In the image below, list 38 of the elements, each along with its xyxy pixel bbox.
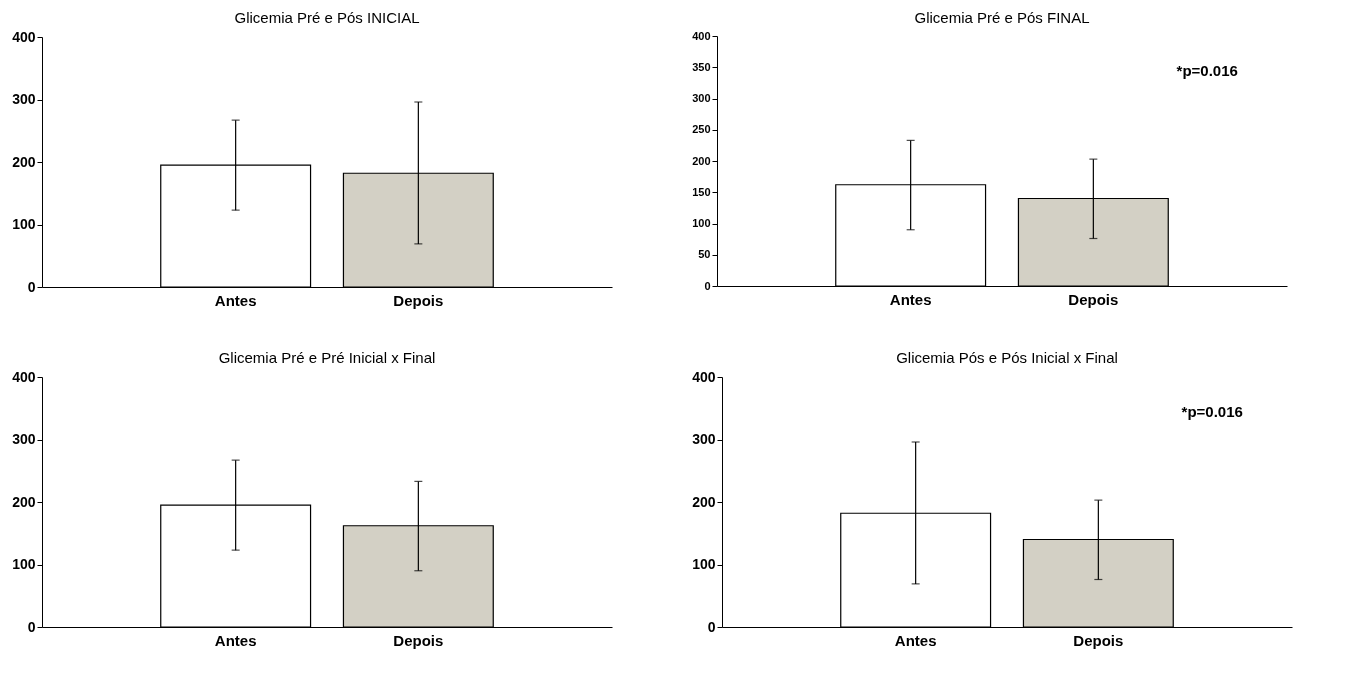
y-tick-label: 200: [692, 493, 716, 510]
y-tick-label: 400: [12, 368, 36, 385]
annotation: *p=0.016: [1181, 403, 1243, 420]
annotation: *p=0.016: [1176, 62, 1238, 79]
y-tick-label: 350: [692, 60, 711, 73]
y-tick-label: 50: [698, 248, 711, 261]
chart-title: Glicemia Pré e Pós FINAL: [914, 9, 1090, 26]
x-tick-label: Depois: [1073, 631, 1124, 649]
y-tick-label: 400: [692, 29, 711, 42]
y-tick-label: 0: [707, 618, 716, 635]
y-tick-label: 300: [692, 92, 711, 104]
x-tick-label: Antes: [214, 291, 257, 309]
y-tick-label: 200: [12, 153, 36, 170]
y-tick-label: 100: [692, 556, 716, 572]
chart-title: Glicemia Pré e Pós INICIAL: [234, 9, 420, 26]
y-tick-label: 100: [12, 556, 36, 572]
y-tick-label: 400: [12, 28, 36, 45]
x-tick-label: Antes: [214, 631, 257, 649]
y-tick-label: 200: [12, 493, 36, 510]
y-tick-label: 100: [692, 217, 711, 229]
y-tick-label: 0: [27, 278, 36, 295]
y-tick-label: 300: [12, 431, 36, 447]
y-tick-label: 200: [692, 154, 711, 167]
x-tick-label: Depois: [393, 291, 444, 309]
y-tick-label: 100: [12, 216, 36, 232]
x-tick-label: Antes: [894, 631, 937, 649]
y-tick-label: 300: [12, 91, 36, 107]
x-tick-label: Antes: [889, 290, 932, 308]
y-tick-label: 400: [692, 368, 716, 385]
chart-title: Glicemia Pré e Pré Inicial x Final: [218, 349, 436, 366]
y-tick-label: 0: [27, 618, 36, 635]
x-tick-label: Depois: [1068, 290, 1119, 308]
x-tick-label: Depois: [393, 631, 444, 649]
y-tick-label: 150: [692, 185, 711, 198]
y-tick-label: 300: [692, 431, 716, 447]
y-tick-label: 0: [704, 279, 711, 292]
chart-title: Glicemia Pós e Pós Inicial x Final: [896, 349, 1118, 366]
y-tick-label: 250: [692, 123, 711, 136]
